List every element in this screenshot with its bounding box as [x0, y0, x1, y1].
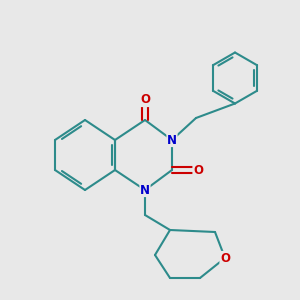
Text: N: N — [167, 134, 177, 146]
Text: N: N — [140, 184, 150, 196]
Text: O: O — [193, 164, 203, 176]
Text: O: O — [220, 251, 230, 265]
Text: O: O — [140, 94, 150, 106]
